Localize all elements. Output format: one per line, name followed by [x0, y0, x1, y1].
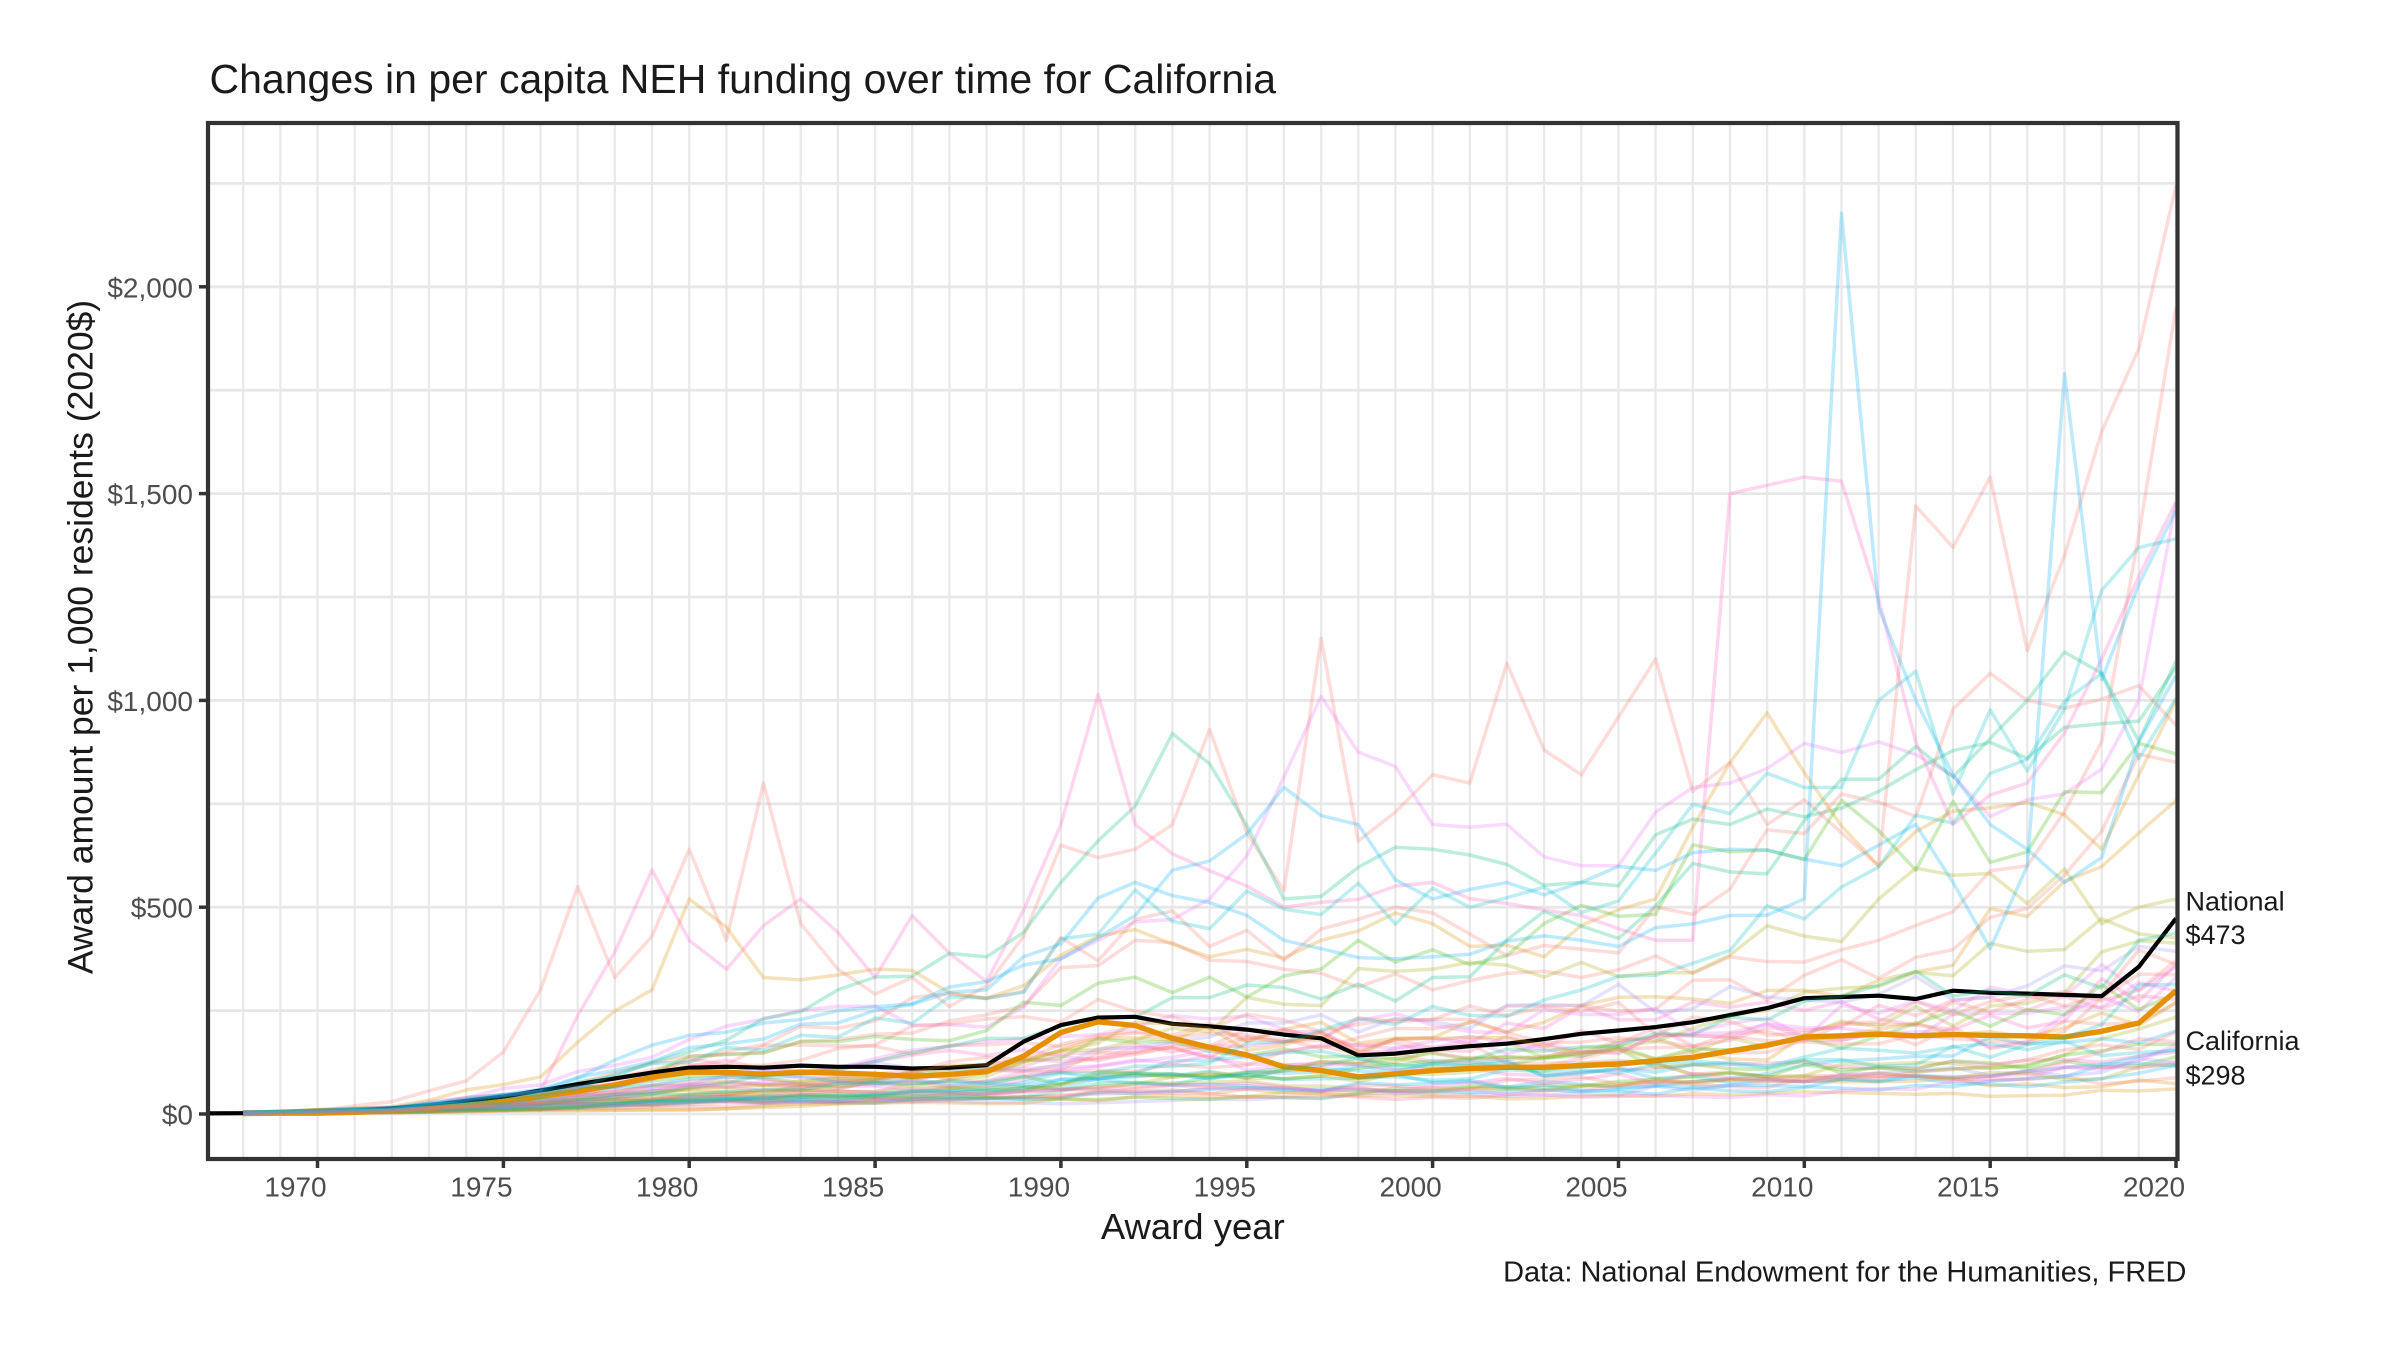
svg-text:$1,000: $1,000: [107, 686, 193, 717]
svg-text:2020: 2020: [2123, 1171, 2185, 1202]
svg-text:Award amount per 1,000 residen: Award amount per 1,000 residents (2020$): [61, 300, 101, 974]
svg-text:$2,000: $2,000: [107, 272, 193, 303]
svg-text:Award year: Award year: [1101, 1206, 1285, 1247]
svg-text:California: California: [2186, 1026, 2301, 1056]
svg-text:2005: 2005: [1565, 1171, 1627, 1202]
svg-text:Changes in per capita NEH fund: Changes in per capita NEH funding over t…: [210, 56, 1277, 102]
svg-text:$298: $298: [2186, 1061, 2246, 1091]
svg-text:2000: 2000: [1379, 1171, 1441, 1202]
svg-text:Data: National Endowment for t: Data: National Endowment for the Humanit…: [1503, 1256, 2186, 1288]
svg-text:$500: $500: [131, 893, 193, 924]
svg-text:$473: $473: [2186, 920, 2246, 950]
svg-text:2015: 2015: [1937, 1171, 1999, 1202]
svg-text:1985: 1985: [822, 1171, 884, 1202]
svg-text:National: National: [2186, 887, 2285, 917]
svg-text:$0: $0: [162, 1100, 193, 1131]
svg-text:1970: 1970: [264, 1171, 326, 1202]
svg-text:2010: 2010: [1751, 1171, 1813, 1202]
svg-text:1975: 1975: [450, 1171, 512, 1202]
svg-text:$1,500: $1,500: [107, 479, 193, 510]
svg-text:1980: 1980: [636, 1171, 698, 1202]
svg-text:1990: 1990: [1008, 1171, 1070, 1202]
svg-text:1995: 1995: [1194, 1171, 1256, 1202]
